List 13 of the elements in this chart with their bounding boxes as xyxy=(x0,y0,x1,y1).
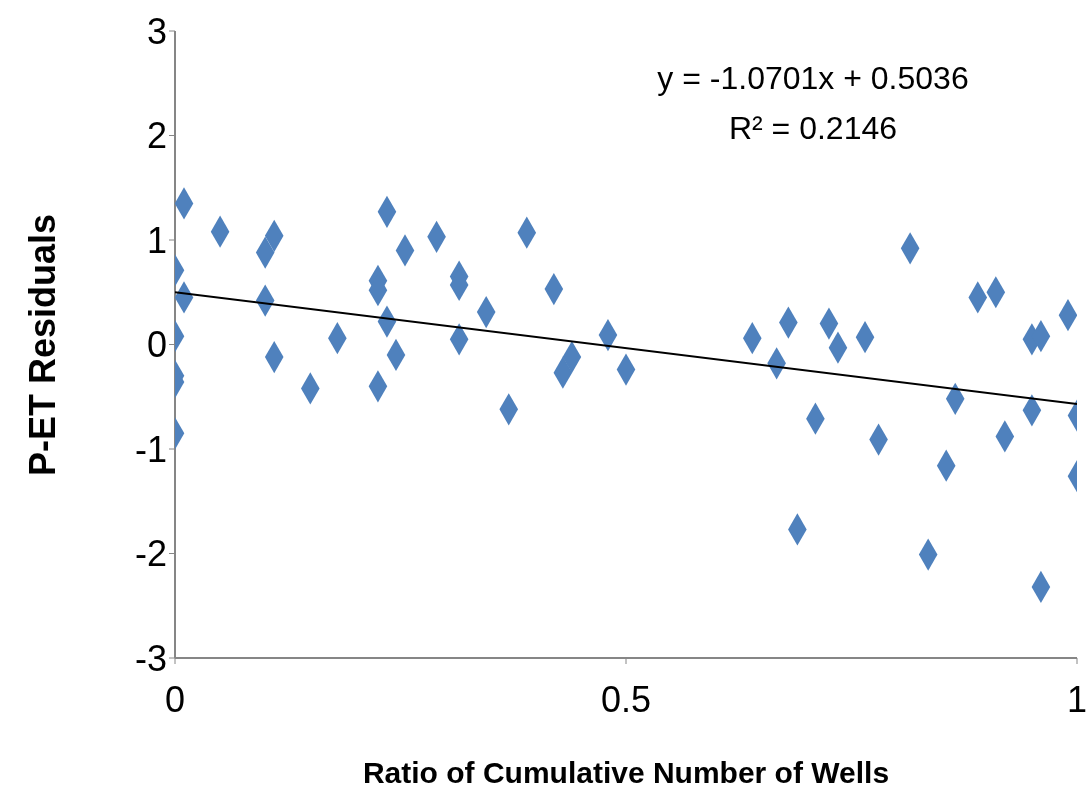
x-tick-label: 0.5 xyxy=(600,678,652,720)
y-tick-label: 0 xyxy=(146,324,167,366)
y-tick-label: -2 xyxy=(134,533,167,575)
y-tick-label: 3 xyxy=(146,10,167,52)
x-tick-label: 1 xyxy=(1066,678,1088,720)
annotation: y = -1.0701x + 0.5036 xyxy=(656,60,970,97)
x-axis-title: Ratio of Cumulative Number of Wells xyxy=(361,756,891,790)
y-tick-label: 1 xyxy=(146,219,167,261)
y-axis-title: P-ET Residuals xyxy=(22,213,64,476)
y-tick-label: 2 xyxy=(146,115,167,157)
y-tick-label: -1 xyxy=(134,428,167,470)
y-tick-label: -3 xyxy=(134,637,167,679)
annotation: R² = 0.2146 xyxy=(727,110,899,147)
